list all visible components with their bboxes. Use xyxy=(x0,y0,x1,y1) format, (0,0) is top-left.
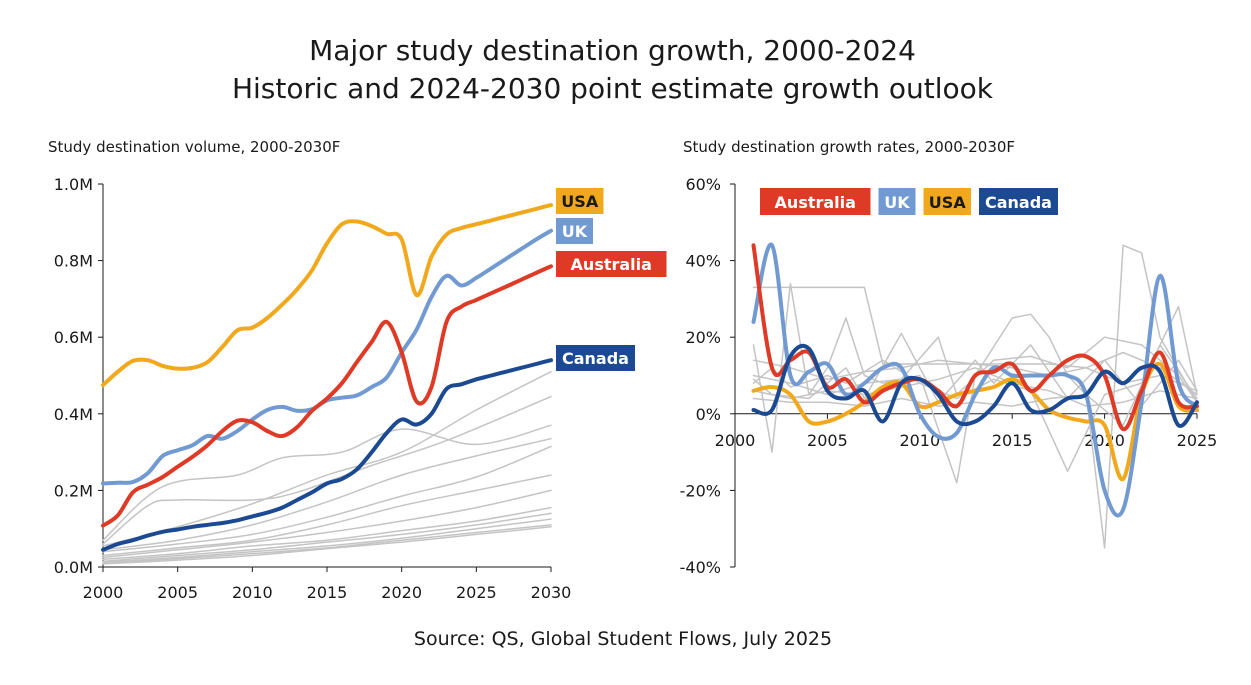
volume-line-other-destination xyxy=(102,424,552,541)
volume-label-usa: USA xyxy=(561,192,599,211)
legend-box-canada xyxy=(979,188,1058,215)
growth-line-other-destination xyxy=(752,305,1198,473)
volume-x-tick-label: 2030 xyxy=(531,583,572,602)
legend-box-usa xyxy=(923,188,971,215)
growth-y-tick-label: -40% xyxy=(680,558,721,577)
growth-y-tick-label: -20% xyxy=(680,481,721,500)
growth-rate-chart: -40%-20%0%20%40%60%2000 2005 2010 2015 2020 2… xyxy=(680,175,1218,577)
volume-line-other-destination xyxy=(102,395,552,545)
growth-line-canada xyxy=(751,343,1199,428)
volume-label-box-uk xyxy=(556,218,593,244)
chart-title: Major study destination growth, 2000-202… xyxy=(309,34,916,67)
growth-x-tick-label: 2000 xyxy=(715,431,756,450)
volume-chart-title: Study destination volume, 2000-2030F xyxy=(48,138,341,156)
volume-chart: 0.0M 0.2M 0.4M 0.6M 0.8M 1.0M 2000 2005 2010 2015… xyxy=(54,175,667,602)
volume-label-box-usa xyxy=(556,188,604,214)
volume-line-australia xyxy=(101,264,553,528)
growth-x-tick-label: 2025 xyxy=(1177,431,1218,450)
growth-x-tick-label: 2005 xyxy=(807,431,848,450)
volume-x-tick-label: 2000 xyxy=(83,583,124,602)
growth-line-other-destination xyxy=(752,344,1198,427)
volume-line-uk xyxy=(101,228,553,486)
volume-x-tick-label: 2015 xyxy=(307,583,348,602)
growth-line-other-destination xyxy=(752,332,1198,407)
volume-x-tick-label: 2010 xyxy=(232,583,273,602)
legend-box-australia xyxy=(760,188,871,215)
volume-y-tick-label: 0.6M xyxy=(54,328,93,347)
volume-y-tick-label: 0.2M xyxy=(54,481,93,500)
volume-line-usa xyxy=(101,203,553,388)
volume-y-tick-label: 0.4M xyxy=(54,405,93,424)
source-note: Source: QS, Global Student Flows, July 2… xyxy=(413,628,833,650)
volume-y-tick-label: 0.0M xyxy=(54,558,93,577)
growth-y-tick-label: 40% xyxy=(685,252,721,271)
volume-line-other-destination xyxy=(102,518,552,564)
volume-x-tick-label: 2025 xyxy=(456,583,497,602)
volume-label-uk: UK xyxy=(562,222,588,241)
legend-label-usa: USA xyxy=(929,193,967,212)
volume-line-other-destination xyxy=(102,437,552,551)
volume-line-other-destination xyxy=(102,506,552,561)
volume-line-other-destination xyxy=(102,474,552,557)
volume-line-other-destination xyxy=(102,445,552,553)
volume-y-tick-label: 0.8M xyxy=(54,252,93,271)
volume-label-box-canada xyxy=(556,345,635,371)
growth-line-other-destination xyxy=(752,286,1198,392)
volume-line-other-destination xyxy=(102,526,552,565)
volume-line-other-destination xyxy=(102,489,552,559)
growth-line-other-destination xyxy=(752,351,1198,396)
growth-chart-title: Study destination growth rates, 2000-203… xyxy=(683,138,1016,156)
legend-label-uk: UK xyxy=(884,193,910,212)
volume-y-tick-label: 1.0M xyxy=(54,175,93,194)
volume-label-canada: Canada xyxy=(562,349,629,368)
volume-line-other-destination xyxy=(102,370,552,547)
volume-x-tick-label: 2020 xyxy=(381,583,422,602)
growth-y-tick-label: 0% xyxy=(696,405,721,424)
volume-line-other-destination xyxy=(102,512,552,563)
volume-x-tick-label: 2005 xyxy=(157,583,198,602)
legend-label-canada: Canada xyxy=(985,193,1052,212)
growth-y-tick-label: 60% xyxy=(685,175,721,194)
volume-line-canada xyxy=(101,358,553,552)
growth-y-tick-label: 20% xyxy=(685,328,721,347)
legend-label-australia: Australia xyxy=(775,193,856,212)
volume-label-australia: Australia xyxy=(571,255,652,274)
growth-x-tick-label: 2015 xyxy=(992,431,1033,450)
growth-x-tick-label: 2010 xyxy=(899,431,940,450)
legend-box-uk xyxy=(878,188,916,215)
chart-subtitle: Historic and 2024-2030 point estimate gr… xyxy=(231,72,994,105)
growth-line-uk xyxy=(751,242,1199,518)
volume-label-box-australia xyxy=(556,251,667,277)
